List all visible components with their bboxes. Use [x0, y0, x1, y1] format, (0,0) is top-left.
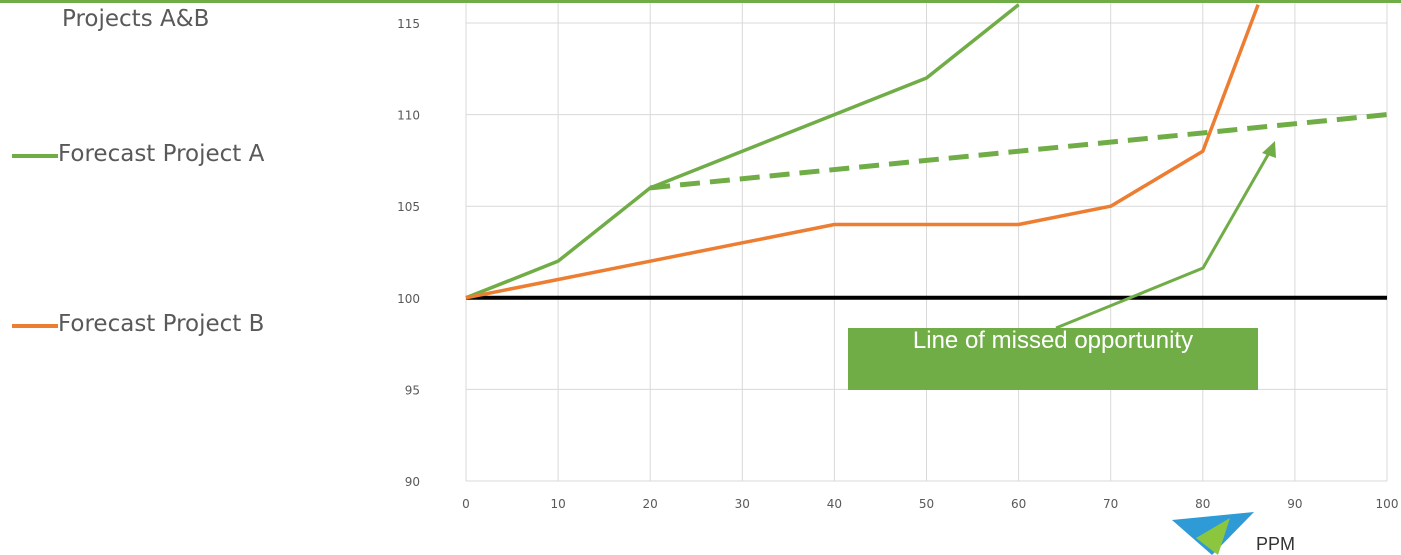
x-tick-label-50: 50: [919, 497, 934, 511]
x-tick-label-100: 100: [1376, 497, 1399, 511]
series-line-project-a: [465, 3, 1020, 300]
top-accent-rule: [0, 0, 1401, 3]
y-tick-label-95: 95: [405, 383, 420, 397]
legend-label-project-b: Forecast Project B: [58, 311, 265, 337]
logo-text: PPM: [1256, 534, 1296, 554]
logo-mark-icon: [1172, 512, 1254, 555]
ppm-logo: PPM: [1168, 508, 1401, 555]
x-tick-label-90: 90: [1287, 497, 1302, 511]
x-tick-label-20: 20: [643, 497, 658, 511]
annotation-arrow-line: [1055, 145, 1275, 330]
x-tick-label-70: 70: [1103, 497, 1118, 511]
x-tick-label-10: 10: [550, 497, 565, 511]
legend-label-project-a: Forecast Project A: [58, 141, 265, 167]
y-tick-label-105: 105: [397, 200, 420, 214]
x-tick-label-0: 0: [462, 497, 470, 511]
annotation-text: Line of missed opportunity: [912, 327, 1194, 354]
x-tick-label-30: 30: [735, 497, 750, 511]
legend-title: Projects A&B: [62, 6, 210, 32]
x-tick-label-40: 40: [827, 497, 842, 511]
annotation-arrow-head: [1262, 141, 1276, 158]
y-tick-label-115: 115: [397, 17, 420, 31]
x-tick-label-60: 60: [1011, 497, 1026, 511]
x-tick-label-80: 80: [1195, 497, 1210, 511]
series-line-project-b: [465, 4, 1260, 300]
legend-swatch-project-b: [12, 324, 58, 328]
y-tick-label-90: 90: [405, 475, 420, 489]
y-tick-label-110: 110: [397, 109, 420, 123]
trend-dashed-line: [649, 112, 1388, 191]
legend-swatch-project-a: [12, 154, 58, 158]
y-tick-label-100: 100: [397, 292, 420, 306]
missed-opportunity-annotation: Line of missed opportunity: [848, 328, 1258, 390]
